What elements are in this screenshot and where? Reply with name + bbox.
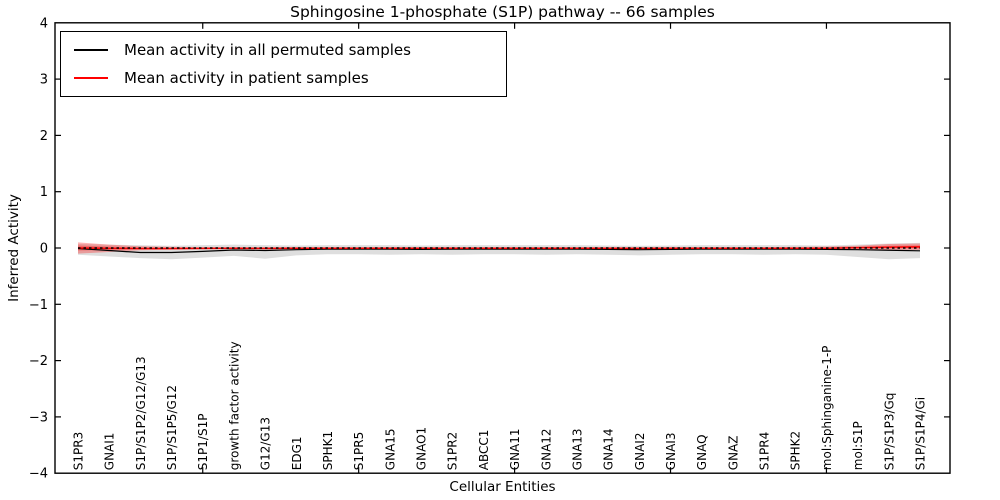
- legend-line-sample-red: [74, 77, 108, 79]
- x-tick-label: SPHK1: [321, 431, 335, 470]
- x-tick-label: GNAI2: [633, 433, 647, 471]
- x-tick-label: EDG1: [290, 436, 304, 470]
- x-tick-label: GNA12: [539, 428, 553, 470]
- x-tick-label: growth factor activity: [227, 341, 241, 470]
- y-tick-label: 4: [40, 16, 48, 31]
- legend-item-permuted: Mean activity in all permuted samples: [61, 41, 506, 59]
- x-tick-label: S1PR5: [352, 432, 366, 470]
- x-tick-label: mol:S1P: [851, 421, 865, 470]
- y-tick-label: 3: [40, 73, 48, 88]
- x-tick-label: SPHK2: [789, 431, 803, 470]
- permuted-samples-range-band: [78, 242, 920, 260]
- x-tick-labels: S1PR3 GNAI1 S1P/S1P2/G12/G13 S1P/S1P5/G12 S1…: [72, 341, 928, 470]
- permuted-mean-line: [77, 247, 921, 254]
- axis-ticks: [55, 22, 950, 474]
- y-tick-label: 0: [40, 242, 48, 257]
- x-tick-label: GNAI1: [103, 433, 117, 471]
- legend-label-permuted: Mean activity in all permuted samples: [124, 41, 411, 59]
- legend-label-patient: Mean activity in patient samples: [124, 69, 369, 87]
- chart-title: Sphingosine 1-phosphate (S1P) pathway --…: [290, 3, 715, 21]
- x-tick-label: S1P/S1P5/G12: [165, 385, 179, 470]
- x-tick-label: G12/G13: [259, 417, 273, 470]
- y-tick-label: 1: [40, 185, 48, 200]
- x-tick-label: S1P/S1P3/Gq: [882, 393, 896, 471]
- x-tick-label: GNA15: [383, 428, 397, 470]
- x-tick-label: S1P1/S1P: [196, 414, 210, 471]
- x-tick-label: GNAZ: [726, 435, 740, 470]
- y-tick-label: −3: [29, 410, 48, 425]
- x-tick-label: S1P/S1P4/Gi: [914, 397, 928, 470]
- x-tick-label: S1PR2: [446, 432, 460, 470]
- y-tick-label: −4: [29, 467, 48, 482]
- x-tick-label: ABCC1: [477, 430, 491, 471]
- x-tick-label: GNAQ: [695, 434, 709, 470]
- legend-line-sample-black: [74, 49, 108, 51]
- y-tick-label: −2: [29, 354, 48, 369]
- x-tick-label: GNA13: [570, 428, 584, 470]
- x-tick-label: S1PR3: [72, 432, 86, 470]
- x-tick-label: S1P/S1P2/G12/G13: [134, 356, 148, 470]
- legend-item-patient: Mean activity in patient samples: [61, 69, 506, 87]
- x-tick-label: S1PR4: [758, 432, 772, 470]
- x-tick-label: GNA14: [602, 428, 616, 470]
- y-tick-label: −1: [29, 298, 48, 313]
- legend: Mean activity in all permuted samples Me…: [60, 31, 507, 97]
- x-tick-label: GNAI3: [664, 433, 678, 471]
- y-tick-label: 2: [40, 129, 48, 144]
- y-tick-labels: 4 3 2 1 0 −1 −2 −3 −4: [29, 16, 48, 481]
- patient-mean-line: [77, 246, 921, 250]
- x-tick-label: mol:Sphinganine-1-P: [820, 346, 834, 471]
- x-axis-label: Cellular Entities: [449, 479, 556, 495]
- x-tick-label: GNA11: [508, 428, 522, 470]
- x-tick-label: GNAO1: [415, 427, 429, 470]
- y-axis-label: Inferred Activity: [6, 194, 22, 302]
